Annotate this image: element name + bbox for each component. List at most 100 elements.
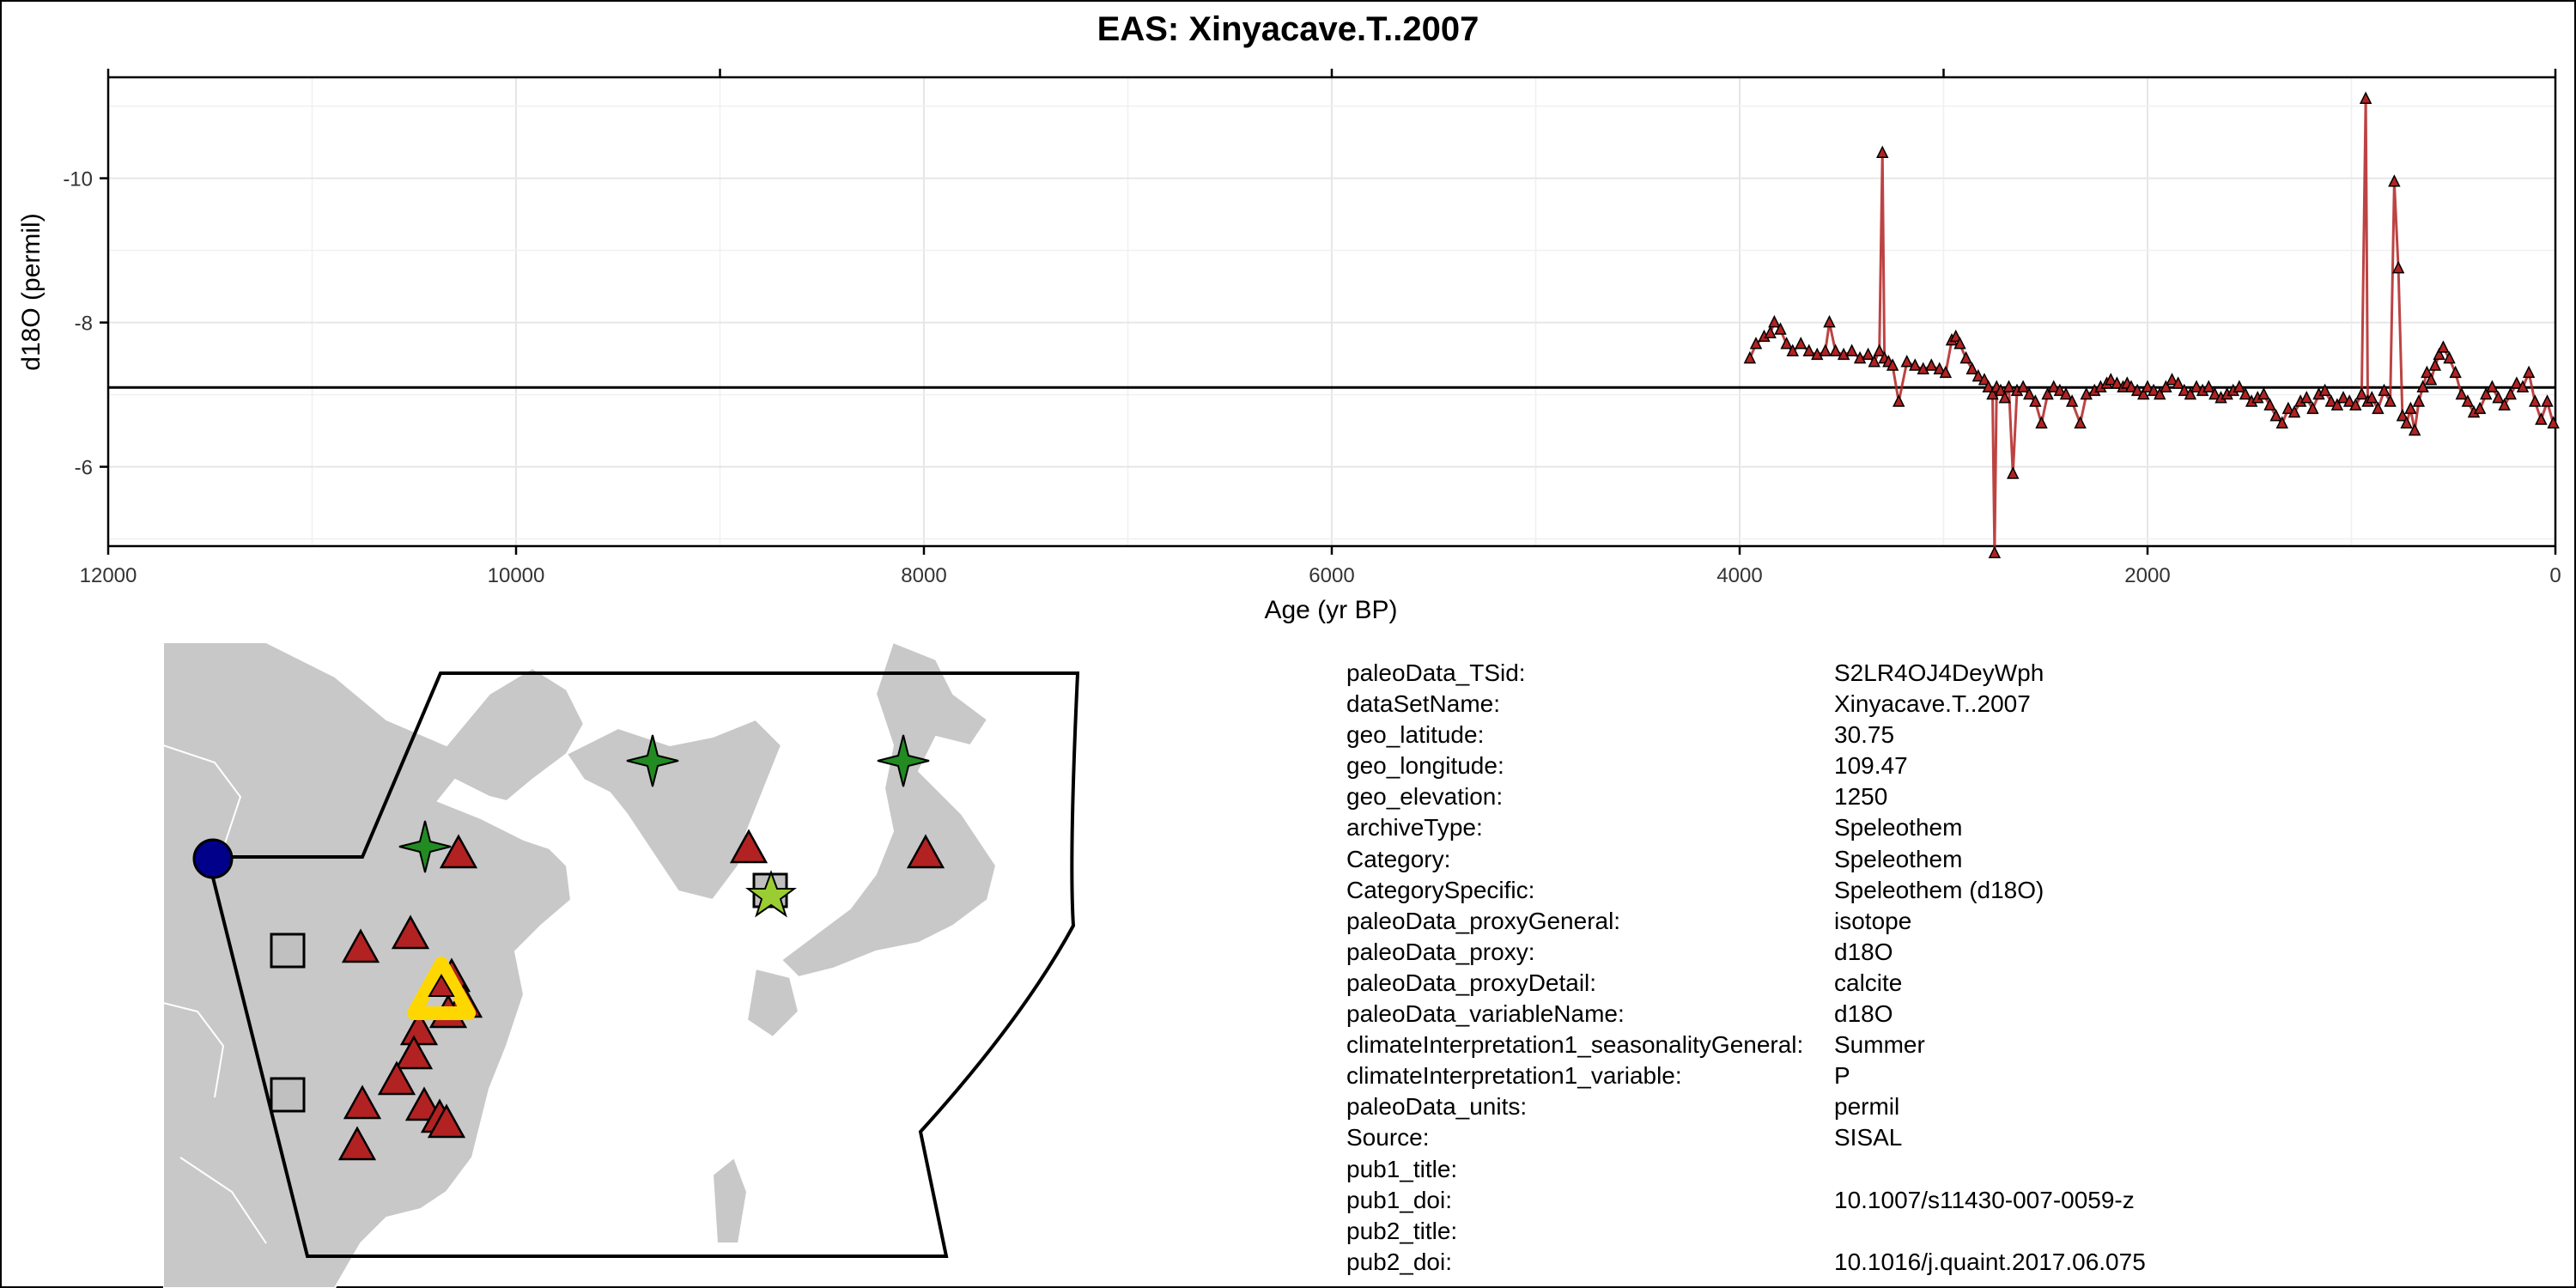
site-marker-star: [626, 734, 679, 787]
data-point: [2239, 386, 2252, 400]
metadata-key: geo_latitude:: [1346, 721, 1485, 749]
data-point: [2166, 373, 2178, 386]
data-point: [1986, 386, 1999, 400]
metadata-value: Speleothem (d18O): [1834, 876, 2044, 903]
metadata-value: 10.1007/s11430-007-0059-z: [1834, 1186, 2135, 1213]
data-point: [2065, 394, 2079, 407]
data-point: [2306, 401, 2319, 415]
data-point: [1829, 343, 1842, 356]
data-point: [2080, 386, 2093, 400]
data-point: [1873, 343, 1886, 356]
site-marker-star: [745, 870, 797, 918]
x-tick-label: 10000: [488, 564, 545, 587]
metadata-row: geo_elevation: 1250: [1346, 781, 2146, 812]
metadata-key: pub2_title:: [1346, 1217, 1458, 1244]
data-point: [2263, 398, 2276, 410]
data-point: [2480, 386, 2493, 400]
site-marker-star: [877, 734, 930, 787]
data-point: [2124, 380, 2138, 392]
selected-site-triangle: [428, 974, 455, 997]
data-point: [1971, 368, 1985, 382]
data-point: [2330, 398, 2344, 410]
data-point: [1939, 365, 1953, 379]
site-marker-square: [270, 1077, 306, 1113]
metadata-row: pub2_title:: [1346, 1216, 2146, 1247]
data-point: [2372, 401, 2385, 415]
metadata-key: climateInterpretation1_seasonalityGenera…: [1346, 1031, 1804, 1059]
data-point: [2178, 383, 2190, 397]
data-point: [1764, 325, 1777, 338]
metadata-row: pub1_title:: [1346, 1154, 2146, 1185]
data-point: [2059, 386, 2073, 400]
data-point: [1893, 394, 1905, 407]
data-point: [2002, 380, 2015, 392]
data-point: [2074, 416, 2087, 428]
data-point: [2105, 373, 2117, 386]
metadata-value: isotope: [1834, 907, 1912, 934]
site-marker-triangle: [427, 1103, 466, 1139]
land-mass-taiwan: [711, 1156, 749, 1244]
data-point: [2184, 386, 2197, 400]
map-boundary: [205, 671, 1080, 1258]
data-point: [2535, 412, 2548, 425]
metadata-value: Xinyacave.T..2007: [1834, 690, 2031, 718]
data-point: [2029, 394, 2042, 407]
data-point: [1998, 391, 2011, 404]
x-tick-label: 6000: [1309, 564, 1354, 587]
x-tick-label: 4000: [1716, 564, 1762, 587]
data-point: [2233, 380, 2246, 392]
metadata-key: Category:: [1346, 845, 1451, 872]
metadata-row: paleoData_proxyGeneral: isotope: [1346, 906, 2146, 937]
metadata-table: paleoData_TSid: S2LR4OJ4DeyWph dataSetName…: [1346, 658, 2146, 1278]
data-point: [2324, 394, 2337, 407]
data-point: [1909, 358, 1922, 371]
data-point: [2355, 386, 2368, 400]
metadata-row: paleoData_TSid: S2LR4OJ4DeyWph: [1346, 658, 2146, 689]
metadata-row: paleoData_units: permil: [1346, 1091, 2146, 1122]
data-point: [1768, 314, 1781, 328]
metadata-key: geo_elevation:: [1346, 783, 1504, 811]
grid-lines: [107, 77, 2556, 546]
data-point: [1917, 361, 1929, 374]
metadata-key: pub1_title:: [1346, 1155, 1458, 1182]
data-point: [2257, 386, 2270, 400]
data-point: [2016, 380, 2030, 392]
data-point: [1933, 361, 1946, 374]
data-point: [2359, 91, 2372, 104]
site-marker-triangle: [399, 1011, 439, 1046]
data-point: [1978, 373, 1991, 386]
metadata-key: climateInterpretation1_variable:: [1346, 1062, 1682, 1090]
data-point: [2424, 373, 2438, 386]
data-point: [2202, 380, 2215, 392]
metadata-row: CategorySpecific: Speleothem (d18O): [1346, 875, 2146, 906]
data-point: [2275, 416, 2288, 428]
data-point: [1965, 361, 1978, 374]
metadata-key: paleoData_proxy:: [1346, 938, 1535, 965]
data-point: [2137, 386, 2150, 400]
data-point: [2522, 365, 2536, 379]
data-point: [2449, 365, 2462, 379]
data-point: [1949, 329, 1962, 343]
data-point: [2111, 376, 2123, 389]
metadata-row: climateInterpretation1_seasonalityGenera…: [1346, 1030, 2146, 1060]
land-mass-mainland: [163, 642, 586, 1288]
data-point: [2455, 386, 2468, 400]
selected-site-marker: [407, 957, 476, 1020]
data-point: [2023, 386, 2036, 400]
metadata-value: SISAL: [1834, 1124, 1903, 1151]
data-point: [2318, 383, 2331, 397]
data-point: [2366, 391, 2379, 404]
data-point: [2541, 394, 2554, 407]
data-point: [1925, 358, 1938, 371]
metadata-value: Speleothem: [1834, 814, 1963, 841]
land-mass-korea: [565, 718, 783, 902]
metadata-key: CategorySpecific:: [1346, 876, 1535, 903]
data-point: [1982, 380, 1995, 392]
data-point: [2516, 380, 2530, 392]
data-point: [2147, 383, 2160, 397]
data-point: [2190, 380, 2203, 392]
data-point: [2141, 380, 2154, 392]
data-point: [2396, 409, 2409, 422]
data-point: [2421, 365, 2433, 379]
metadata-row: pub2_doi: 10.1016/j.quaint.2017.06.075: [1346, 1247, 2146, 1278]
